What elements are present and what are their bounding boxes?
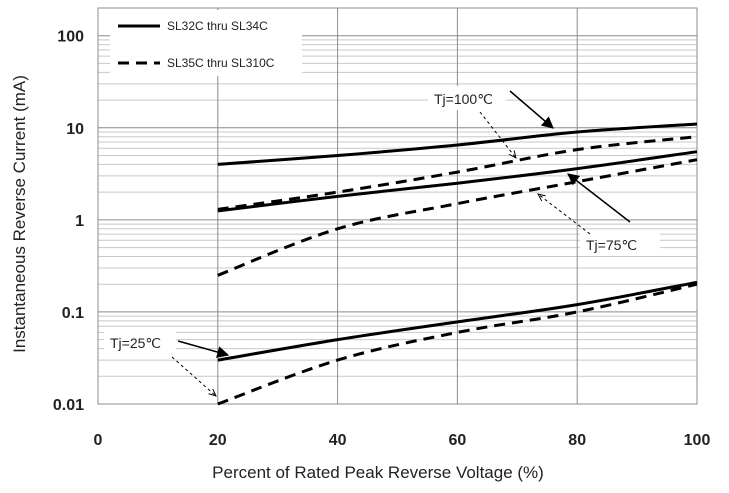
x-tick-label: 40: [329, 432, 347, 449]
y-tick-label: 0.01: [53, 397, 84, 414]
x-tick-label: 0: [94, 432, 103, 449]
series-layer: [217, 122, 698, 406]
legend-label-solid: SL32C thru SL34C: [167, 19, 268, 33]
annotation-bg-tj100: [428, 86, 506, 110]
x-tick-label: 80: [568, 432, 586, 449]
x-tick-label: 100: [684, 432, 711, 449]
series-solid-0: [217, 122, 698, 166]
annotation-tj100: Tj=100℃: [434, 91, 493, 107]
y-tick-label: 0.1: [62, 305, 84, 322]
x-tick-label: 60: [449, 432, 467, 449]
annotation-arrow-tj75-dashed: [538, 194, 591, 235]
x-axis-label: Percent of Rated Peak Reverse Voltage (%…: [212, 463, 544, 482]
annotation-tj75: Tj=75℃: [586, 237, 637, 253]
annotation-tj25: Tj=25℃: [110, 335, 161, 351]
y-tick-label: 100: [57, 29, 84, 46]
y-tick-label: 1: [75, 213, 84, 230]
series-solid-4: [217, 280, 698, 362]
annotation-arrow-tj25-dashed: [171, 356, 216, 396]
x-tick-labels: 0 20 40 60 80 100: [94, 432, 711, 449]
annotation-arrow-tj100-dashed: [479, 111, 516, 158]
annotation-arrow-tj75-solid: [567, 173, 631, 223]
y-tick-label: 10: [66, 121, 84, 138]
legend-box: [110, 10, 302, 76]
annotation-bg-tj25: [104, 330, 176, 354]
y-tick-labels: 0.01 0.1 1 10 100: [53, 29, 84, 414]
annotation-bg-tj75: [580, 232, 660, 256]
annotation-arrow-tj25-solid: [177, 340, 230, 358]
plot-frame: [97, 7, 698, 405]
series-dashed-1: [217, 135, 698, 211]
annotation-arrow-tj100-solid: [509, 90, 554, 129]
series-solid-2: [217, 150, 698, 213]
y-axis-label: Instantaneous Reverse Current (mA): [10, 75, 29, 353]
annotations: Tj=100℃ Tj=75℃ Tj=25℃: [104, 86, 660, 396]
legend-label-dashed: SL35C thru SL310C: [167, 56, 275, 70]
x-tick-label: 20: [209, 432, 227, 449]
legend: SL32C thru SL34C SL35C thru SL310C: [110, 10, 302, 76]
